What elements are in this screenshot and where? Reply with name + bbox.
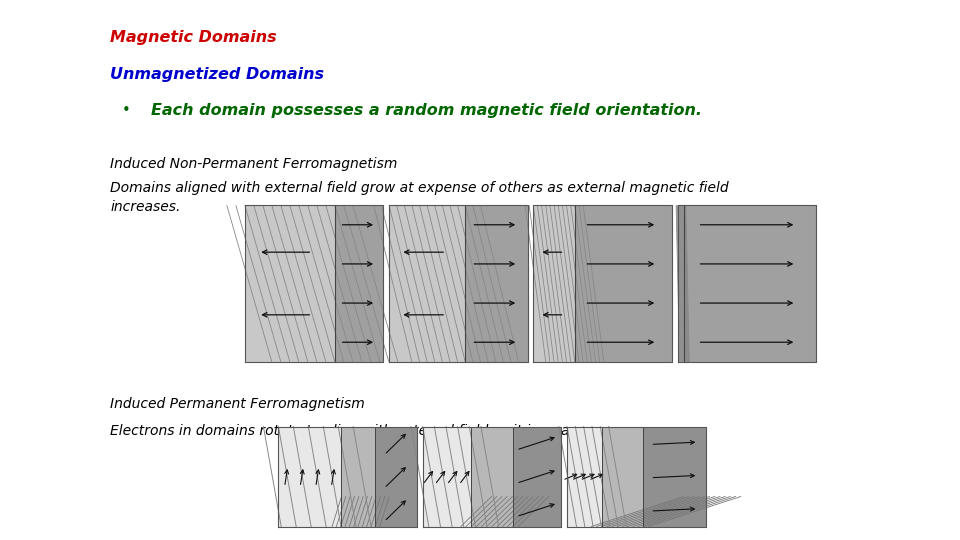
Bar	[278, 427, 417, 526]
Bar	[567, 427, 706, 526]
Bar	[466, 205, 528, 362]
Text: Domains aligned with external field grow at expense of others as external magnet: Domains aligned with external field grow…	[110, 181, 729, 214]
Bar	[278, 427, 341, 526]
Bar	[471, 427, 513, 526]
Bar	[513, 427, 562, 526]
Bar	[678, 205, 816, 362]
Bar	[245, 205, 383, 362]
Text: Each domain possesses a random magnetic field orientation.: Each domain possesses a random magnetic …	[151, 103, 702, 118]
Bar	[422, 427, 471, 526]
Bar	[389, 205, 466, 362]
Text: Induced Non-Permanent Ferromagnetism: Induced Non-Permanent Ferromagnetism	[110, 157, 397, 171]
Bar	[602, 427, 643, 526]
Text: •: •	[122, 103, 131, 118]
Bar	[534, 205, 672, 362]
Bar	[335, 205, 383, 362]
Bar	[534, 205, 575, 362]
Text: Induced Permanent Ferromagnetism: Induced Permanent Ferromagnetism	[110, 397, 365, 411]
Bar	[678, 205, 684, 362]
Bar	[341, 427, 375, 526]
Bar	[643, 427, 706, 526]
Bar	[245, 205, 335, 362]
Text: Unmagnetized Domains: Unmagnetized Domains	[110, 68, 324, 83]
Bar	[575, 205, 672, 362]
Bar	[567, 427, 602, 526]
Bar	[375, 427, 417, 526]
Bar	[422, 427, 562, 526]
Text: Electrons in domains rotate to align with external field as it increases.: Electrons in domains rotate to align wit…	[110, 424, 597, 438]
Bar	[684, 205, 816, 362]
Bar	[389, 205, 528, 362]
Text: Magnetic Domains: Magnetic Domains	[110, 30, 277, 45]
